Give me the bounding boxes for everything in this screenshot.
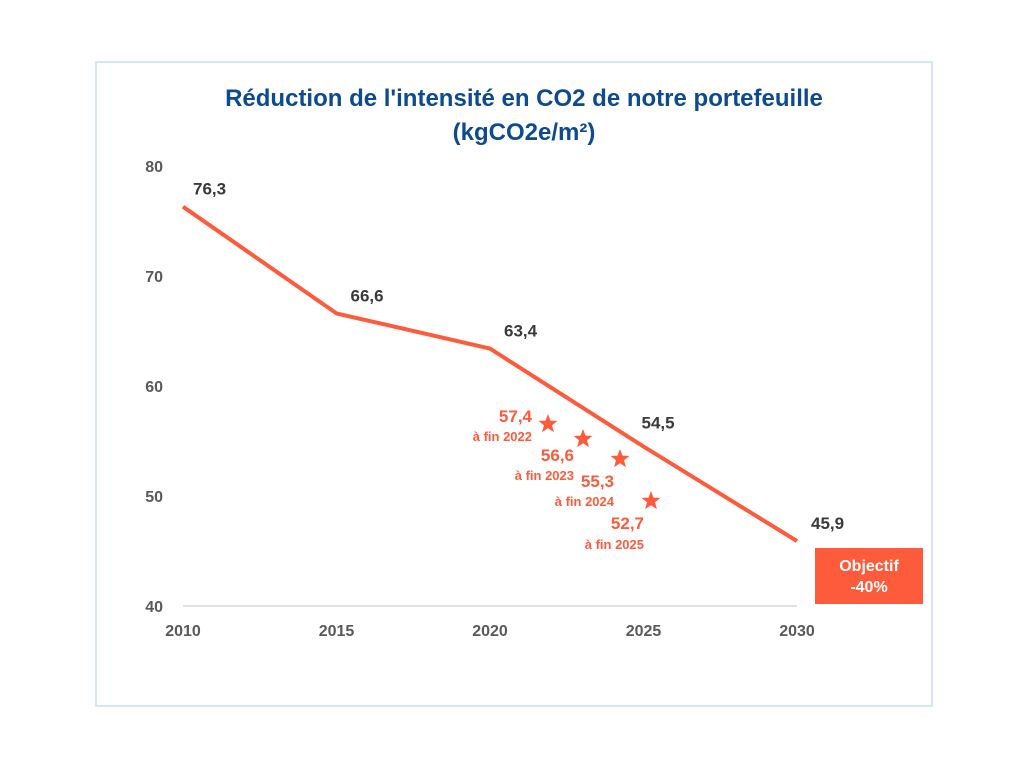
chart-frame [95, 61, 933, 707]
star-marker [573, 429, 593, 448]
x-tick-label: 2025 [626, 623, 662, 640]
x-tick-label: 2020 [472, 623, 508, 640]
chart-title: Réduction de l'intensité en CO2 de notre… [225, 85, 823, 112]
star-marker [641, 491, 661, 510]
data-label: 54,5 [642, 414, 675, 433]
data-label: 63,4 [504, 322, 538, 341]
y-tick-label: 50 [145, 489, 163, 506]
x-tick-label: 2015 [319, 623, 355, 640]
star-value-label: 55,3 [581, 472, 614, 491]
x-tick-label: 2030 [779, 623, 815, 640]
y-tick-label: 70 [145, 269, 163, 286]
data-label: 66,6 [351, 286, 384, 305]
star-value-label: 57,4 [499, 407, 533, 426]
star-sublabel: à fin 2023 [515, 468, 574, 483]
target-box: Objectif -40% [815, 548, 923, 604]
star-value-label: 52,7 [611, 514, 644, 533]
chart-subtitle: (kgCO2e/m²) [453, 119, 596, 146]
star-marker [610, 449, 630, 468]
star-marker [538, 414, 558, 433]
x-tick-label: 2010 [165, 623, 201, 640]
target-box-bg [815, 548, 923, 604]
y-tick-label: 80 [145, 159, 163, 176]
star-sublabel: à fin 2025 [585, 537, 644, 552]
target-box-line2: -40% [850, 579, 887, 596]
series-line [181, 205, 799, 543]
data-label: 45,9 [811, 514, 844, 533]
target-box-line1: Objectif [839, 558, 899, 575]
star-sublabel: à fin 2022 [473, 429, 532, 444]
star-value-label: 56,6 [541, 446, 574, 465]
data-label: 76,3 [193, 180, 226, 199]
y-tick-label: 40 [145, 599, 163, 616]
y-tick-label: 60 [145, 379, 163, 396]
star-sublabel: à fin 2024 [555, 494, 615, 509]
